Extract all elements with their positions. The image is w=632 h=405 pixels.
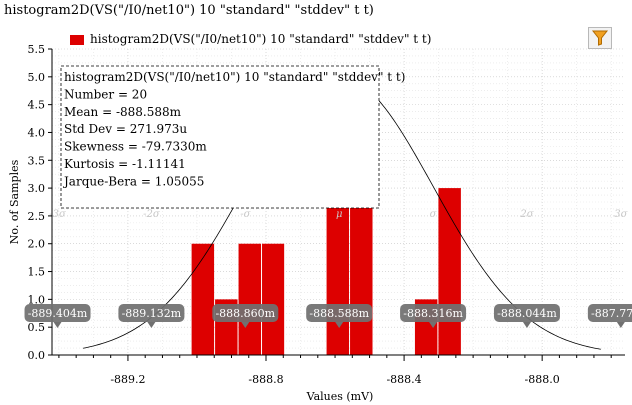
sigma-label: 2σ <box>519 209 534 220</box>
sigma-marker-pointer <box>241 322 250 328</box>
y-axis-title: No. of Samples <box>8 159 21 244</box>
axes: 0.0 0.5 1.0 1.5 2.0 2.5 3.0 3.5 4.0 4.5 5.0 5.5 -889… <box>28 43 625 386</box>
statistics-line: Skewness = -79.7330m <box>64 140 207 154</box>
statistics-frame <box>60 65 380 209</box>
statistics-line: Jarque-Bera = 1.05055 <box>62 174 204 188</box>
y-tick-label: 0.5 <box>28 321 46 334</box>
sigma-marker-value: -887.772m <box>591 307 632 320</box>
y-tick-label: 5.5 <box>28 43 46 56</box>
y-tick-label: 2.5 <box>28 210 46 223</box>
sigma-marker-value: -889.132m <box>122 307 182 320</box>
statistics-line: Mean = -888.588m <box>64 105 182 119</box>
y-tick-label: 3.5 <box>28 154 46 167</box>
sigma-marker-value: -889.404m <box>28 307 88 320</box>
funnel-filter-icon <box>591 30 609 46</box>
sigma-label: -σ <box>240 209 251 220</box>
statistics-line: Kurtosis = -1.11141 <box>64 157 186 171</box>
x-tick-label: -888.0 <box>525 373 560 386</box>
filter-button[interactable] <box>588 27 612 49</box>
sigma-marker-box <box>306 304 373 322</box>
sigma-marker-box <box>400 304 467 322</box>
y-tick-label: 4.0 <box>28 126 46 139</box>
sigma-marker-box <box>24 304 91 322</box>
y-tick-label: 4.5 <box>28 99 46 112</box>
x-tick-label: -888.4 <box>386 373 421 386</box>
y-tick-label: 3.0 <box>28 182 46 195</box>
sigma-marker-pointer <box>616 322 625 328</box>
x-tick-label: -889.2 <box>110 373 145 386</box>
sigma-marker-pointer <box>522 322 531 328</box>
sigma-label: 3σ <box>614 209 628 220</box>
window-title: histogram2D(VS("/I0/net10") 10 "standard… <box>4 3 374 18</box>
histogram-bar <box>438 188 461 355</box>
x-tick-label: -888.8 <box>248 373 283 386</box>
statistics-box[interactable]: histogram2D(VS("/I0/net10") 10 "standard… <box>60 65 405 209</box>
sigma-marker[interactable]: -887.772m <box>587 304 632 328</box>
sigma-label: -2σ <box>143 209 161 220</box>
legend-swatch <box>70 34 84 45</box>
legend[interactable]: histogram2D(VS("/I0/net10") 10 "standard… <box>70 32 431 46</box>
sigma-label: σ <box>430 209 438 220</box>
statistics-line: histogram2D(VS("/I0/net10") 10 "standard… <box>64 70 405 84</box>
statistics-line: Number = 20 <box>64 87 147 101</box>
sigma-marker-box <box>493 304 560 322</box>
sigma-marker-box <box>587 304 632 322</box>
sigma-marker-pointer <box>147 322 156 328</box>
sigma-marker-value: -888.044m <box>497 307 557 320</box>
legend-label: histogram2D(VS("/I0/net10") 10 "standard… <box>90 32 432 46</box>
sigma-marker-pointer <box>335 322 344 328</box>
sigma-label: -3σ <box>49 209 67 220</box>
sigma-marker[interactable]: -889.132m <box>118 304 185 328</box>
histogram-bar <box>191 243 215 355</box>
y-tick-label: 1.5 <box>28 266 46 279</box>
y-tick-label: 0.0 <box>28 349 46 362</box>
sigma-labels: -3σ -2σ -σ μ σ 2σ 3σ <box>49 209 628 220</box>
y-tick-label: 2.0 <box>28 238 46 251</box>
sigma-marker-box <box>212 304 279 322</box>
sigma-marker-value: -888.588m <box>309 307 369 320</box>
histogram-bar <box>238 243 262 355</box>
sigma-marker-value: -888.860m <box>215 307 275 320</box>
sigma-marker[interactable]: -888.044m <box>493 304 560 328</box>
histogram-bar <box>262 243 285 355</box>
statistics-line: Std Dev = 271.973u <box>64 122 187 136</box>
sigma-marker[interactable]: -888.588m <box>306 304 373 328</box>
sigma-marker-value: -888.316m <box>403 307 463 320</box>
sigma-marker-pointer <box>429 322 438 328</box>
sigma-marker[interactable]: -888.316m <box>400 304 467 328</box>
sigma-marker[interactable]: -888.860m <box>212 304 279 328</box>
sigma-markers[interactable]: -889.404m -889.132m -888.860m -888.588m -888… <box>24 304 632 328</box>
sigma-marker-box <box>118 304 185 322</box>
y-tick-label: 1.0 <box>28 293 46 306</box>
sigma-label: μ <box>336 209 343 220</box>
sigma-marker[interactable]: -889.404m <box>24 304 91 328</box>
y-tick-label: 5.0 <box>28 71 46 84</box>
sigma-marker-pointer <box>53 322 62 328</box>
x-axis-title: Values (mV) <box>306 390 374 403</box>
